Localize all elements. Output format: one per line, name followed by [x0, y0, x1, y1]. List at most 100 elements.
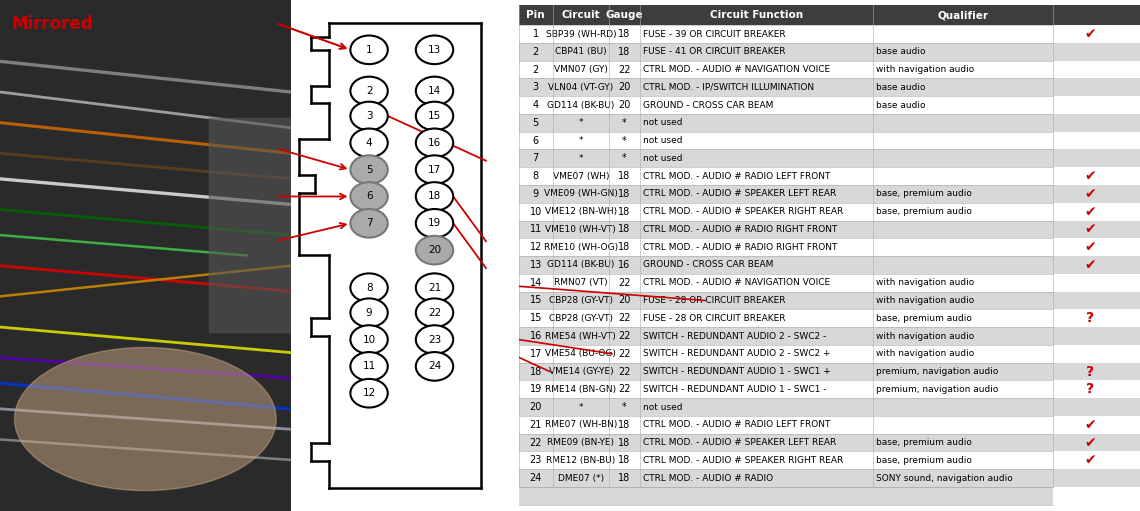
Text: 13: 13: [428, 45, 441, 55]
Text: ✔: ✔: [1084, 453, 1096, 468]
Text: 22: 22: [618, 313, 630, 323]
Text: 19: 19: [530, 384, 542, 394]
Text: 16: 16: [618, 260, 630, 270]
Text: 2: 2: [366, 86, 373, 96]
Text: ✔: ✔: [1084, 205, 1096, 219]
Text: 9: 9: [532, 189, 539, 199]
Bar: [210, 118, 291, 332]
Text: 3: 3: [532, 82, 539, 92]
Text: base audio: base audio: [876, 101, 926, 109]
Text: *: *: [579, 154, 583, 163]
Text: 18: 18: [618, 224, 630, 235]
Text: RME14 (BN-GN): RME14 (BN-GN): [545, 385, 617, 394]
Circle shape: [350, 325, 388, 354]
Text: SWITCH - REDUNDANT AUDIO 2 - SWC2 +: SWITCH - REDUNDANT AUDIO 2 - SWC2 +: [643, 349, 830, 358]
Text: 16: 16: [530, 331, 542, 341]
Text: 7: 7: [532, 153, 539, 164]
Text: base, premium audio: base, premium audio: [876, 438, 971, 447]
Text: 23: 23: [428, 335, 441, 344]
Text: premium, navigation audio: premium, navigation audio: [876, 385, 999, 394]
Text: Mirrored: Mirrored: [11, 15, 93, 33]
Text: with navigation audio: with navigation audio: [876, 349, 975, 358]
Text: 19: 19: [428, 218, 441, 228]
Text: RME54 (WH-VT): RME54 (WH-VT): [545, 332, 617, 340]
Text: 20: 20: [618, 295, 630, 306]
Text: ✔: ✔: [1084, 240, 1096, 254]
Bar: [519, 274, 1140, 292]
Text: *: *: [579, 403, 583, 411]
Bar: [519, 150, 1140, 167]
Text: 18: 18: [618, 455, 630, 466]
Text: CTRL MOD. - AUDIO # NAVIGATION VOICE: CTRL MOD. - AUDIO # NAVIGATION VOICE: [643, 278, 830, 287]
Circle shape: [416, 102, 454, 130]
Text: CTRL MOD. - AUDIO # RADIO: CTRL MOD. - AUDIO # RADIO: [643, 474, 773, 482]
Bar: [519, 292, 1140, 309]
Circle shape: [416, 77, 454, 105]
Text: 24: 24: [530, 473, 542, 483]
Text: 3: 3: [366, 111, 373, 121]
Circle shape: [416, 182, 454, 211]
Text: FUSE - 28 OR CIRCUIT BREAKER: FUSE - 28 OR CIRCUIT BREAKER: [643, 296, 785, 305]
Text: 18: 18: [618, 29, 630, 39]
Text: 12: 12: [530, 242, 542, 252]
Text: *: *: [579, 136, 583, 145]
Text: 18: 18: [618, 189, 630, 199]
Text: VME54 (BU-OG): VME54 (BU-OG): [545, 349, 617, 358]
Bar: [519, 114, 1140, 132]
Circle shape: [416, 298, 454, 327]
Text: base, premium audio: base, premium audio: [876, 456, 971, 465]
Text: 15: 15: [530, 295, 542, 306]
Bar: [873, 5, 1053, 25]
Text: RMN07 (VT): RMN07 (VT): [554, 278, 608, 287]
Text: CTRL MOD. - AUDIO # SPEAKER LEFT REAR: CTRL MOD. - AUDIO # SPEAKER LEFT REAR: [643, 190, 837, 198]
Text: 23: 23: [530, 455, 542, 466]
Text: *: *: [622, 135, 627, 146]
Circle shape: [350, 352, 388, 381]
Text: 18: 18: [618, 206, 630, 217]
Text: 20: 20: [428, 245, 441, 255]
Bar: [519, 363, 1140, 380]
Text: 22: 22: [530, 437, 542, 448]
Text: CBP28 (GY-VT): CBP28 (GY-VT): [548, 314, 613, 323]
Text: 18: 18: [618, 171, 630, 181]
Text: 18: 18: [428, 192, 441, 201]
Text: ✔: ✔: [1084, 187, 1096, 201]
Text: FUSE - 41 OR CIRCUIT BREAKER: FUSE - 41 OR CIRCUIT BREAKER: [643, 48, 785, 56]
Text: base audio: base audio: [876, 83, 926, 92]
Text: 18: 18: [618, 473, 630, 483]
Text: CBP28 (GY-VT): CBP28 (GY-VT): [548, 296, 613, 305]
Text: CTRL MOD. - AUDIO # SPEAKER RIGHT REAR: CTRL MOD. - AUDIO # SPEAKER RIGHT REAR: [643, 207, 844, 216]
Bar: [519, 469, 1140, 487]
Circle shape: [416, 325, 454, 354]
Circle shape: [350, 128, 388, 157]
Text: 22: 22: [618, 64, 630, 75]
Text: 22: 22: [428, 308, 441, 318]
Text: 18: 18: [618, 47, 630, 57]
Text: not used: not used: [643, 119, 683, 127]
Text: CTRL MOD. - AUDIO # RADIO LEFT FRONT: CTRL MOD. - AUDIO # RADIO LEFT FRONT: [643, 172, 830, 180]
Circle shape: [416, 35, 454, 64]
Text: 4: 4: [532, 100, 539, 110]
Bar: [519, 487, 1053, 505]
Text: 12: 12: [363, 388, 376, 398]
Text: 6: 6: [532, 135, 539, 146]
Text: 14: 14: [530, 277, 542, 288]
Text: 11: 11: [363, 361, 376, 371]
Text: VME10 (WH-VT): VME10 (WH-VT): [545, 225, 617, 234]
Bar: [519, 167, 1140, 185]
Text: *: *: [579, 119, 583, 127]
Text: 20: 20: [618, 100, 630, 110]
Text: 8: 8: [532, 171, 539, 181]
Circle shape: [416, 128, 454, 157]
Text: CTRL MOD. - AUDIO # SPEAKER LEFT REAR: CTRL MOD. - AUDIO # SPEAKER LEFT REAR: [643, 438, 837, 447]
Text: GD114 (BK-BU): GD114 (BK-BU): [547, 101, 614, 109]
Text: 15: 15: [428, 111, 441, 121]
Text: DME07 (*): DME07 (*): [557, 474, 604, 482]
Text: 24: 24: [428, 361, 441, 371]
Text: 20: 20: [530, 402, 542, 412]
Text: 4: 4: [366, 138, 373, 148]
Text: with navigation audio: with navigation audio: [876, 296, 975, 305]
Text: not used: not used: [643, 136, 683, 145]
Bar: [519, 5, 553, 25]
Bar: [519, 221, 1140, 238]
